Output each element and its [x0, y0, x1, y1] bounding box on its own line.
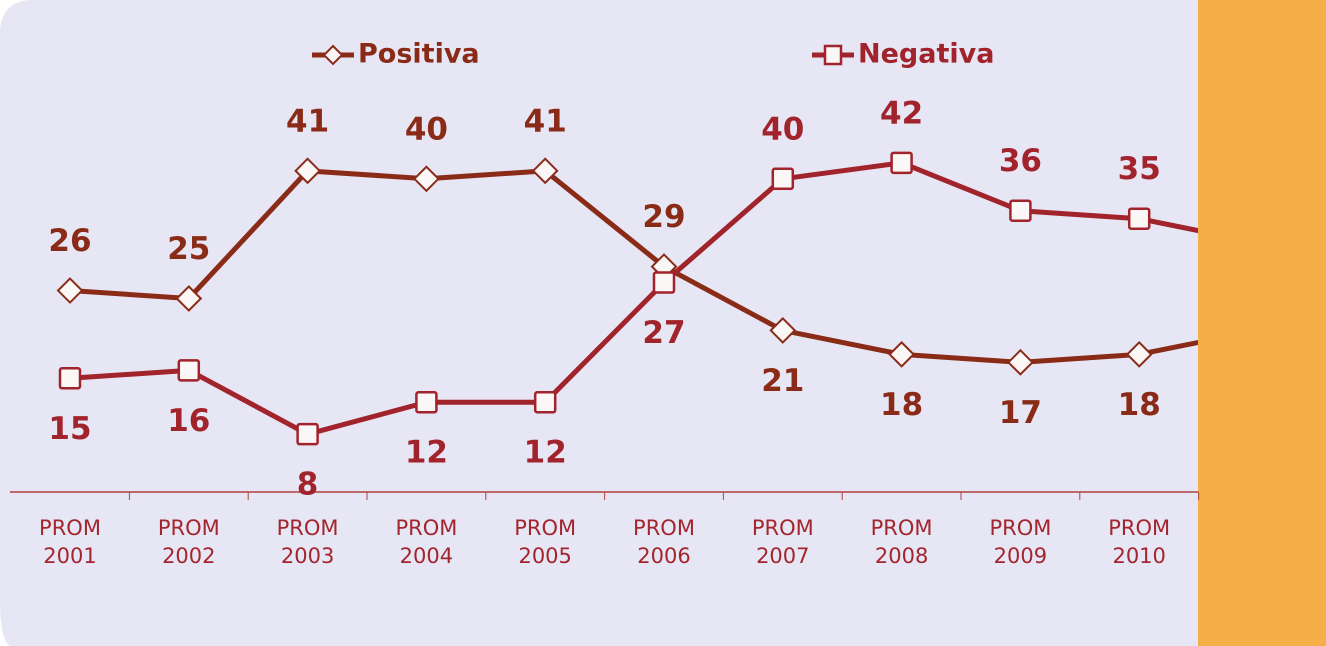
data-label: 27 [642, 315, 685, 351]
marker [177, 359, 201, 382]
x-tick-label: PROM 2008 [870, 516, 933, 568]
data-label: 36 [999, 143, 1042, 179]
x-tick-label: PROM 2004 [395, 516, 458, 568]
marker [888, 340, 916, 368]
data-label: 40 [761, 111, 804, 147]
marker [771, 167, 795, 191]
x-tick-label: PROM 2010 [1108, 516, 1171, 568]
marker [296, 422, 319, 446]
marker [652, 271, 676, 294]
data-label: 12 [405, 435, 448, 471]
data-label: 8 [297, 467, 319, 503]
marker [769, 317, 797, 344]
data-label: 40 [405, 111, 448, 147]
marker [415, 390, 438, 414]
legend-label: Negativa [858, 39, 994, 70]
marker [58, 367, 82, 390]
data-label: 21 [761, 363, 804, 399]
x-tick-label: PROM 2005 [514, 516, 577, 568]
x-tick-label: PROM 2006 [633, 516, 695, 568]
x-tick-label: PROM 2003 [276, 516, 339, 568]
marker [412, 165, 440, 193]
data-label: 17 [999, 395, 1042, 431]
data-label: 41 [524, 103, 567, 139]
marker [531, 157, 559, 185]
marker [1009, 199, 1032, 222]
data-label: 41 [286, 103, 329, 139]
marker [1006, 348, 1034, 376]
marker [1125, 340, 1153, 368]
data-label: 15 [48, 411, 91, 447]
data-label: 16 [167, 403, 210, 439]
data-label: 18 [880, 387, 923, 423]
marker [294, 157, 322, 185]
x-tick-label: PROM 2002 [157, 516, 220, 568]
side-panel [1198, 0, 1326, 646]
x-tick-label: PROM 2001 [39, 516, 101, 568]
data-label: 35 [1118, 151, 1161, 187]
x-tick-label: PROM 2007 [751, 516, 814, 568]
marker [56, 277, 84, 304]
data-label: 29 [642, 199, 685, 235]
marker [1127, 207, 1151, 230]
data-label: 26 [48, 223, 91, 259]
marker [533, 390, 557, 414]
marker [175, 285, 203, 312]
legend-marker [322, 44, 344, 66]
marker [890, 151, 913, 175]
legend: Positiva Negativa [312, 39, 994, 70]
data-label: 25 [167, 231, 210, 267]
plot-area: 2625414041292118171821151681212274042363… [48, 95, 1198, 503]
legend-marker [823, 44, 843, 66]
data-label: 12 [524, 435, 567, 471]
x-tick-label: PROM 2009 [989, 516, 1052, 568]
data-label: 18 [1118, 387, 1161, 423]
legend-label: Positiva [358, 39, 480, 70]
data-label: 42 [880, 95, 923, 131]
